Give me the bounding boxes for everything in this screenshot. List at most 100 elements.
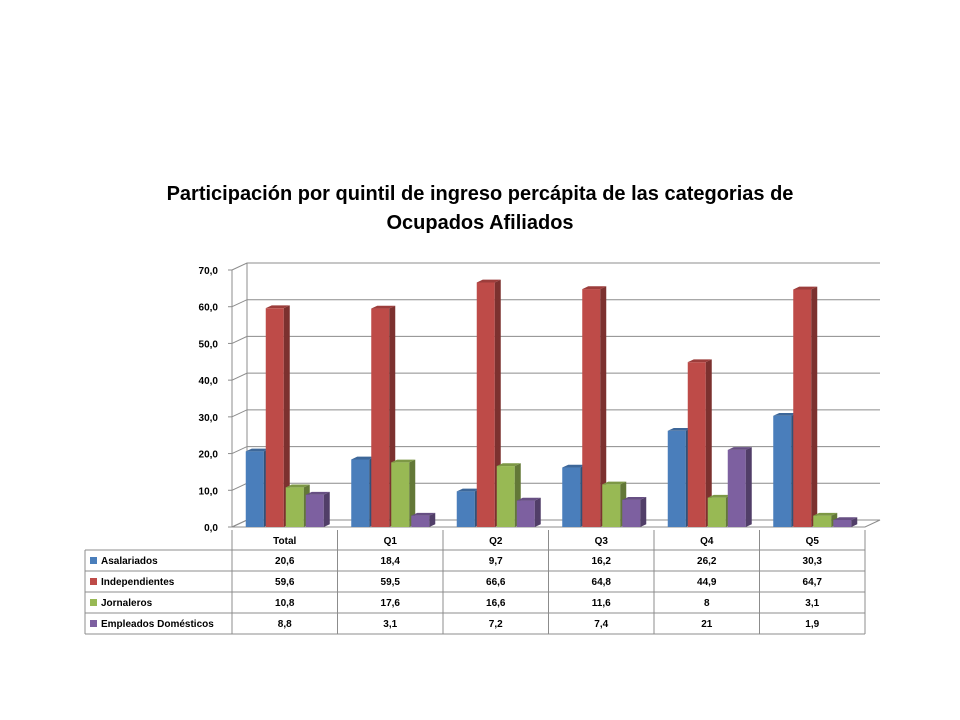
bar bbox=[391, 459, 416, 527]
table-category-label: Q2 bbox=[489, 536, 503, 547]
table-value: 8 bbox=[704, 598, 710, 609]
bar-front bbox=[496, 466, 515, 527]
bar-top bbox=[813, 512, 838, 516]
gridline bbox=[231, 335, 880, 344]
bar-top bbox=[411, 512, 436, 516]
bar-top bbox=[351, 456, 376, 460]
gridline bbox=[231, 409, 880, 418]
bar-side bbox=[745, 447, 752, 527]
table-value: 16,6 bbox=[486, 598, 506, 609]
bar bbox=[582, 286, 607, 527]
table-value: 9,7 bbox=[489, 556, 503, 567]
table-value: 64,8 bbox=[592, 577, 612, 588]
bar-front bbox=[265, 308, 284, 527]
bar-front bbox=[582, 289, 601, 527]
bar-side bbox=[851, 517, 858, 527]
table-value: 18,4 bbox=[381, 556, 401, 567]
table-category-label: Total bbox=[273, 536, 296, 547]
bar-side bbox=[600, 286, 607, 527]
table-value: 59,5 bbox=[381, 577, 401, 588]
bar-front bbox=[562, 467, 581, 527]
table-value: 3,1 bbox=[805, 598, 819, 609]
bar-top bbox=[602, 481, 627, 485]
table-value: 8,8 bbox=[278, 619, 292, 630]
table-value: 1,9 bbox=[805, 619, 819, 630]
bar-top bbox=[687, 359, 712, 363]
bar-side bbox=[534, 497, 541, 527]
bar-top bbox=[516, 497, 541, 501]
table-category-label: Q3 bbox=[595, 536, 609, 547]
bar bbox=[622, 497, 647, 527]
legend-label: Asalariados bbox=[101, 556, 158, 567]
table-value: 7,4 bbox=[594, 619, 608, 630]
bar-top bbox=[562, 464, 587, 468]
table-value: 44,9 bbox=[697, 577, 717, 588]
legend-swatch bbox=[90, 557, 97, 564]
bars bbox=[245, 279, 858, 527]
bar-front bbox=[305, 494, 324, 527]
bar bbox=[371, 305, 396, 527]
table-category-label: Q4 bbox=[700, 536, 714, 547]
bar-front bbox=[707, 497, 726, 527]
bar-top bbox=[245, 448, 270, 452]
y-tick-label: 20,0 bbox=[199, 450, 219, 461]
legend-label: Independientes bbox=[101, 577, 175, 588]
table-value: 7,2 bbox=[489, 619, 503, 630]
bar-front bbox=[773, 415, 792, 527]
table-value: 66,6 bbox=[486, 577, 506, 588]
legend-label: Jornaleros bbox=[101, 598, 153, 609]
legend-swatch bbox=[90, 578, 97, 585]
bar bbox=[496, 463, 521, 527]
table-value: 64,7 bbox=[803, 577, 823, 588]
bar-top bbox=[456, 488, 481, 492]
bar-top bbox=[773, 412, 798, 416]
bar-top bbox=[793, 286, 818, 290]
bar-side bbox=[323, 491, 330, 527]
bar bbox=[687, 359, 712, 527]
data-table: Total Q1 Q2 Q3 Q4 Q5 Asalariados 20,6 18,4 9,7 16,… bbox=[84, 530, 866, 635]
y-tick-label: 0,0 bbox=[204, 523, 218, 534]
bar-front bbox=[351, 459, 370, 527]
bar-front bbox=[285, 487, 304, 527]
bar-side bbox=[409, 459, 416, 527]
legend-label: Empleados Domésticos bbox=[101, 619, 214, 630]
table-value: 3,1 bbox=[383, 619, 397, 630]
bar-top bbox=[496, 463, 521, 467]
bar-side bbox=[283, 305, 290, 527]
bar-front bbox=[391, 462, 410, 527]
y-tick-label: 50,0 bbox=[199, 339, 219, 350]
bar-side bbox=[429, 512, 436, 527]
gridline bbox=[231, 372, 880, 381]
legend-swatch bbox=[90, 599, 97, 606]
table-value: 30,3 bbox=[803, 556, 823, 567]
bar-top bbox=[285, 484, 310, 488]
bar bbox=[833, 517, 858, 527]
bar-top bbox=[391, 459, 416, 463]
y-tick-label: 70,0 bbox=[199, 266, 219, 277]
bar-top bbox=[833, 517, 858, 521]
bar-front bbox=[727, 449, 746, 527]
table-value: 21 bbox=[701, 619, 713, 630]
table-value: 20,6 bbox=[275, 556, 295, 567]
bar-top bbox=[476, 279, 501, 283]
y-tick-label: 40,0 bbox=[199, 376, 219, 387]
bar-front bbox=[516, 500, 535, 527]
table-category-label: Q1 bbox=[384, 536, 398, 547]
gridline bbox=[231, 262, 880, 271]
table-value: 16,2 bbox=[592, 556, 612, 567]
bar-top bbox=[667, 428, 692, 431]
table-value: 10,8 bbox=[275, 598, 295, 609]
bar-front bbox=[813, 515, 832, 527]
bar-front bbox=[245, 451, 264, 527]
bar bbox=[516, 497, 541, 527]
bar-top bbox=[265, 305, 290, 309]
table-value: 17,6 bbox=[381, 598, 401, 609]
legend-swatch bbox=[90, 620, 97, 627]
bar-front bbox=[687, 362, 706, 527]
bar-top bbox=[305, 491, 330, 495]
bar-front bbox=[793, 289, 812, 527]
bar-front bbox=[411, 515, 430, 527]
bar-side bbox=[811, 286, 818, 527]
bar-top bbox=[622, 497, 647, 500]
